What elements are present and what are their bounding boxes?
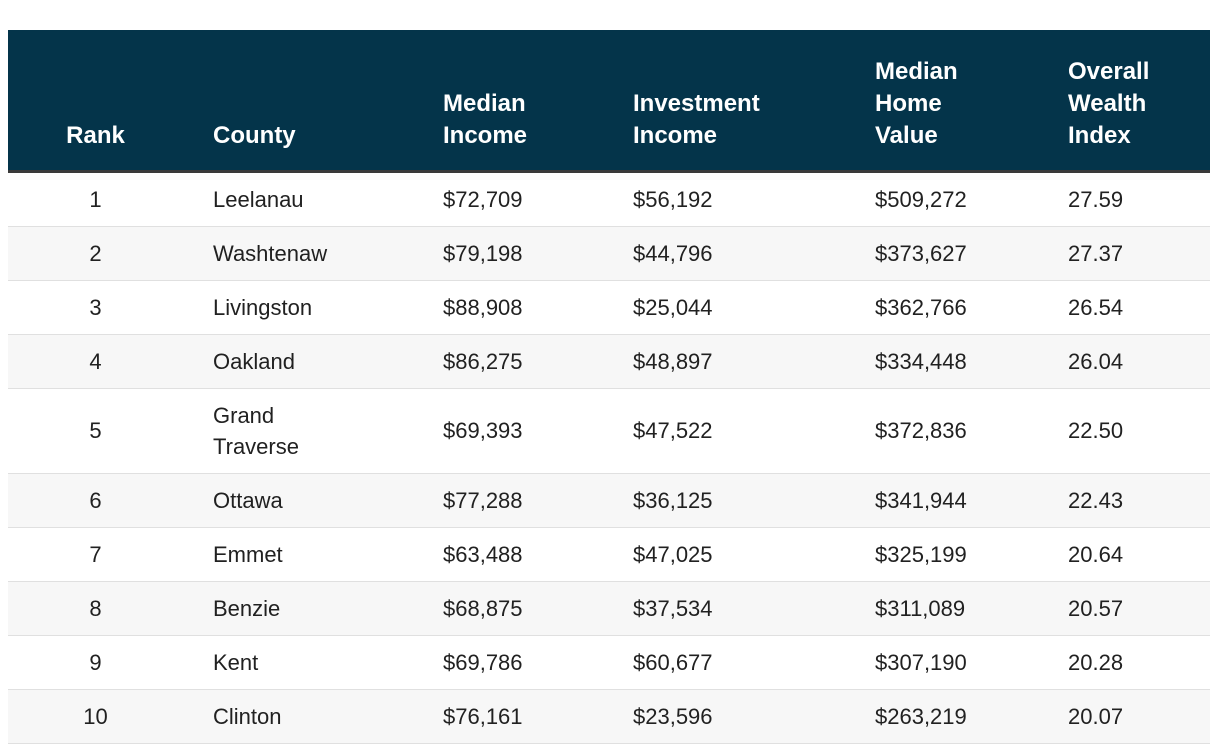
- cell-rank: 9: [89, 649, 102, 675]
- cell-rank: 1: [89, 186, 102, 212]
- cell-rank: 8: [89, 595, 102, 621]
- table-row: 6 Ottawa $77,288 $36,125 $341,944 22.43: [8, 473, 1210, 527]
- cell-median-home-value: $341,944: [875, 487, 967, 513]
- cell-median-home-value: $372,836: [875, 418, 967, 443]
- cell-investment-income: $60,677: [633, 649, 713, 675]
- cell-median-income: $72,709: [443, 186, 523, 212]
- cell-county: Grand Traverse: [213, 402, 299, 459]
- cell-median-income: $79,198: [443, 240, 523, 266]
- cell-rank: 4: [89, 348, 102, 374]
- cell-county: Washtenaw: [213, 240, 328, 266]
- cell-county: Emmet: [213, 541, 283, 567]
- cell-rank: 5: [89, 418, 102, 443]
- cell-investment-income: $37,534: [633, 595, 713, 621]
- cell-county: Oakland: [213, 348, 295, 374]
- column-header-county: County: [197, 30, 427, 171]
- table-row: 1 Leelanau $72,709 $56,192 $509,272 27.5…: [8, 171, 1210, 226]
- cell-county: Clinton: [213, 703, 282, 729]
- cell-wealth-index: 20.07: [1068, 703, 1124, 729]
- table-row: 2 Washtenaw $79,198 $44,796 $373,627 27.…: [8, 226, 1210, 280]
- cell-rank: 3: [89, 294, 102, 320]
- cell-county: Kent: [213, 649, 259, 675]
- cell-county: Benzie: [213, 595, 281, 621]
- column-header-median-home-value: Median Home Value: [859, 30, 1052, 171]
- cell-rank: 10: [83, 703, 108, 729]
- cell-wealth-index: 20.57: [1068, 595, 1124, 621]
- cell-median-income: $88,908: [443, 294, 523, 320]
- cell-median-home-value: $307,190: [875, 649, 967, 675]
- table-row: 8 Benzie $68,875 $37,534 $311,089 20.57: [8, 581, 1210, 635]
- cell-median-income: $69,393: [443, 418, 523, 443]
- table-row: 5 Grand Traverse $69,393 $47,522 $372,83…: [8, 388, 1210, 473]
- table-header: Rank County Median Income Investment Inc…: [8, 30, 1210, 171]
- column-header-median-income: Median Income: [427, 30, 617, 171]
- cell-median-home-value: $263,219: [875, 703, 967, 729]
- cell-wealth-index: 27.59: [1068, 186, 1124, 212]
- cell-wealth-index: 20.64: [1068, 541, 1124, 567]
- cell-rank: 2: [89, 240, 102, 266]
- cell-investment-income: $56,192: [633, 186, 713, 212]
- cell-investment-income: $25,044: [633, 294, 713, 320]
- cell-county: Ottawa: [213, 487, 283, 513]
- cell-wealth-index: 26.54: [1068, 294, 1124, 320]
- cell-median-home-value: $325,199: [875, 541, 967, 567]
- header-row: Rank County Median Income Investment Inc…: [8, 30, 1210, 171]
- cell-rank: 6: [89, 487, 102, 513]
- cell-investment-income: $48,897: [633, 348, 713, 374]
- column-header-overall-wealth-index: Overall Wealth Index: [1052, 30, 1210, 171]
- cell-wealth-index: 22.50: [1068, 418, 1124, 443]
- county-wealth-table: Rank County Median Income Investment Inc…: [8, 30, 1210, 744]
- cell-investment-income: $36,125: [633, 487, 713, 513]
- cell-median-income: $69,786: [443, 649, 523, 675]
- cell-wealth-index: 20.28: [1068, 649, 1124, 675]
- cell-median-home-value: $334,448: [875, 348, 967, 374]
- cell-median-income: $77,288: [443, 487, 523, 513]
- cell-county: Leelanau: [213, 186, 304, 212]
- cell-investment-income: $44,796: [633, 240, 713, 266]
- cell-investment-income: $47,025: [633, 541, 713, 567]
- cell-investment-income: $47,522: [633, 418, 713, 443]
- column-header-rank: Rank: [8, 30, 197, 171]
- table-row: 4 Oakland $86,275 $48,897 $334,448 26.04: [8, 334, 1210, 388]
- cell-rank: 7: [89, 541, 102, 567]
- cell-wealth-index: 26.04: [1068, 348, 1124, 374]
- cell-median-income: $63,488: [443, 541, 523, 567]
- table-body: 1 Leelanau $72,709 $56,192 $509,272 27.5…: [8, 171, 1210, 743]
- column-header-investment-income: Investment Income: [617, 30, 859, 171]
- table-row: 10 Clinton $76,161 $23,596 $263,219 20.0…: [8, 689, 1210, 743]
- cell-wealth-index: 22.43: [1068, 487, 1124, 513]
- cell-median-income: $68,875: [443, 595, 523, 621]
- table-row: 9 Kent $69,786 $60,677 $307,190 20.28: [8, 635, 1210, 689]
- cell-wealth-index: 27.37: [1068, 240, 1124, 266]
- cell-median-home-value: $509,272: [875, 186, 967, 212]
- cell-median-home-value: $373,627: [875, 240, 967, 266]
- table-row: 3 Livingston $88,908 $25,044 $362,766 26…: [8, 280, 1210, 334]
- cell-median-home-value: $362,766: [875, 294, 967, 320]
- cell-median-income: $86,275: [443, 348, 523, 374]
- cell-median-home-value: $311,089: [875, 595, 966, 621]
- cell-county: Livingston: [213, 294, 313, 320]
- cell-investment-income: $23,596: [633, 703, 713, 729]
- cell-median-income: $76,161: [443, 703, 523, 729]
- table-row: 7 Emmet $63,488 $47,025 $325,199 20.64: [8, 527, 1210, 581]
